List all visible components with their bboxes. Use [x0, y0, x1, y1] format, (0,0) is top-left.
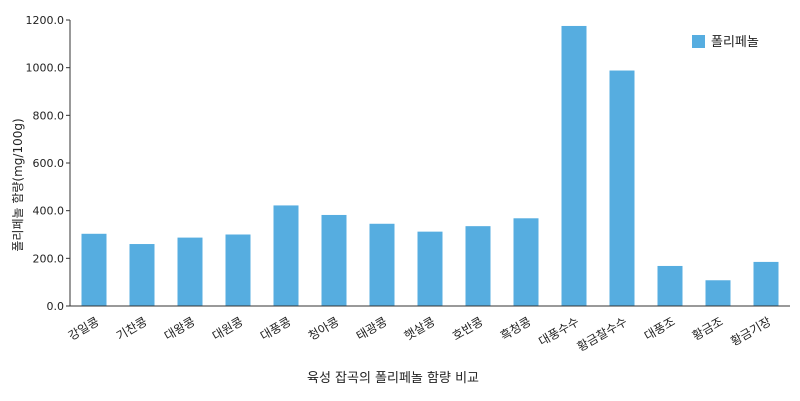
y-tick-label: 400.0: [33, 205, 65, 218]
x-tick-label: 황금조: [690, 314, 726, 343]
x-tick-label: 대풍콩: [258, 314, 294, 343]
x-tick-label: 대왕콩: [162, 314, 198, 343]
x-axis-title: 육성 잡곡의 폴리페놀 함량 비교: [307, 371, 479, 386]
legend: 폴리페놀: [692, 35, 759, 50]
bar: [225, 234, 251, 306]
bar: [273, 205, 299, 306]
x-tick-label: 흑청콩: [498, 314, 534, 343]
bar: [561, 25, 587, 306]
bar: [465, 226, 491, 306]
y-tick-label: 1200.0: [26, 14, 65, 27]
bar: [657, 265, 683, 306]
y-tick-label: 600.0: [33, 157, 65, 170]
x-tick-label: 강일콩: [66, 314, 102, 343]
x-tick-label: 황금기장: [728, 314, 773, 348]
x-tick-label: 청아콩: [306, 314, 342, 343]
bar: [609, 70, 635, 306]
bar: [129, 244, 155, 306]
x-tick-label: 태광콩: [354, 314, 390, 343]
y-axis-title: 폴리페놀 함량(mg/100g): [11, 118, 25, 251]
x-tick-label: 황금찰수수: [575, 314, 630, 354]
y-tick-label: 200.0: [33, 252, 65, 265]
bar: [81, 233, 107, 306]
legend-label: 폴리페놀: [711, 35, 759, 50]
x-tick-label: 호반콩: [450, 314, 486, 343]
bar: [513, 218, 539, 306]
y-tick-label: 1000.0: [26, 62, 65, 75]
bar: [177, 237, 203, 306]
x-tick-label: 대풍조: [642, 314, 678, 343]
bars: [81, 25, 779, 306]
legend-swatch: [692, 35, 705, 48]
y-axis: 0.0 200.0 400.0 600.0 800.0 1000.0 1200.0: [26, 14, 71, 313]
bar: [417, 231, 443, 306]
y-tick-label: 0.0: [47, 300, 65, 313]
x-tick-label: 햇살콩: [401, 314, 437, 344]
bar: [321, 214, 347, 306]
x-tick-label: 기찬콩: [113, 314, 149, 344]
bar: [369, 223, 395, 306]
x-tick-label: 대원콩: [210, 314, 246, 343]
bar: [705, 280, 731, 306]
y-tick-label: 800.0: [33, 109, 65, 122]
bar: [753, 261, 779, 306]
